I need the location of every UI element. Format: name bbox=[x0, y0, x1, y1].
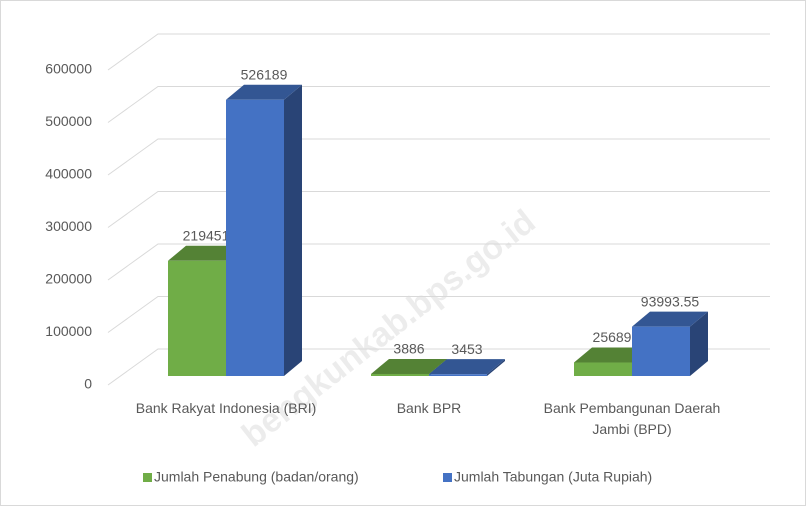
bar-top bbox=[226, 84, 302, 100]
bar-top bbox=[632, 311, 708, 327]
bar bbox=[168, 260, 226, 376]
y-tick-label: 200000 bbox=[45, 271, 92, 287]
bar bbox=[429, 374, 487, 376]
value-label: 25689 bbox=[593, 329, 632, 345]
bar-top bbox=[429, 359, 505, 375]
grid-line bbox=[107, 33, 770, 71]
grid-line bbox=[107, 348, 770, 386]
grid-line bbox=[107, 138, 770, 176]
grid-line bbox=[107, 86, 770, 123]
bar bbox=[632, 326, 690, 376]
value-label: 526189 bbox=[241, 66, 288, 82]
x-tick-label: Bank BPR bbox=[396, 400, 462, 416]
bar-top bbox=[168, 245, 244, 261]
value-label: 93993.55 bbox=[641, 293, 700, 309]
bar-side bbox=[284, 84, 302, 376]
y-tick-label: 500000 bbox=[45, 113, 92, 129]
bar-top bbox=[371, 358, 447, 374]
y-tick-label: 600000 bbox=[45, 61, 92, 77]
y-tick-label: 100000 bbox=[45, 323, 92, 339]
value-label: 3453 bbox=[451, 341, 482, 357]
bar-side bbox=[690, 311, 708, 376]
bar bbox=[371, 373, 429, 376]
legend-label: Jumlah Penabung (badan/orang) bbox=[154, 469, 359, 485]
bar bbox=[574, 362, 632, 376]
value-label: 219451 bbox=[183, 227, 230, 243]
grid-line bbox=[107, 191, 770, 228]
value-label: 3886 bbox=[393, 341, 424, 357]
y-tick-label: 0 bbox=[84, 376, 92, 392]
legend-swatch bbox=[443, 473, 452, 482]
legend-swatch bbox=[143, 473, 152, 482]
bar-side bbox=[487, 359, 505, 376]
y-tick-label: 400000 bbox=[45, 166, 92, 182]
y-tick-label: 300000 bbox=[45, 218, 92, 234]
bar bbox=[226, 99, 284, 376]
x-tick-label: Bank Pembangunan Daerah Jambi (BPD) bbox=[543, 400, 721, 437]
grid-line bbox=[107, 243, 770, 281]
grid-line bbox=[107, 296, 770, 333]
bar-top bbox=[574, 347, 650, 363]
x-tick-label: Bank Rakyat Indonesia (BRI) bbox=[135, 400, 317, 416]
legend-label: Jumlah Tabungan (Juta Rupiah) bbox=[454, 469, 652, 485]
